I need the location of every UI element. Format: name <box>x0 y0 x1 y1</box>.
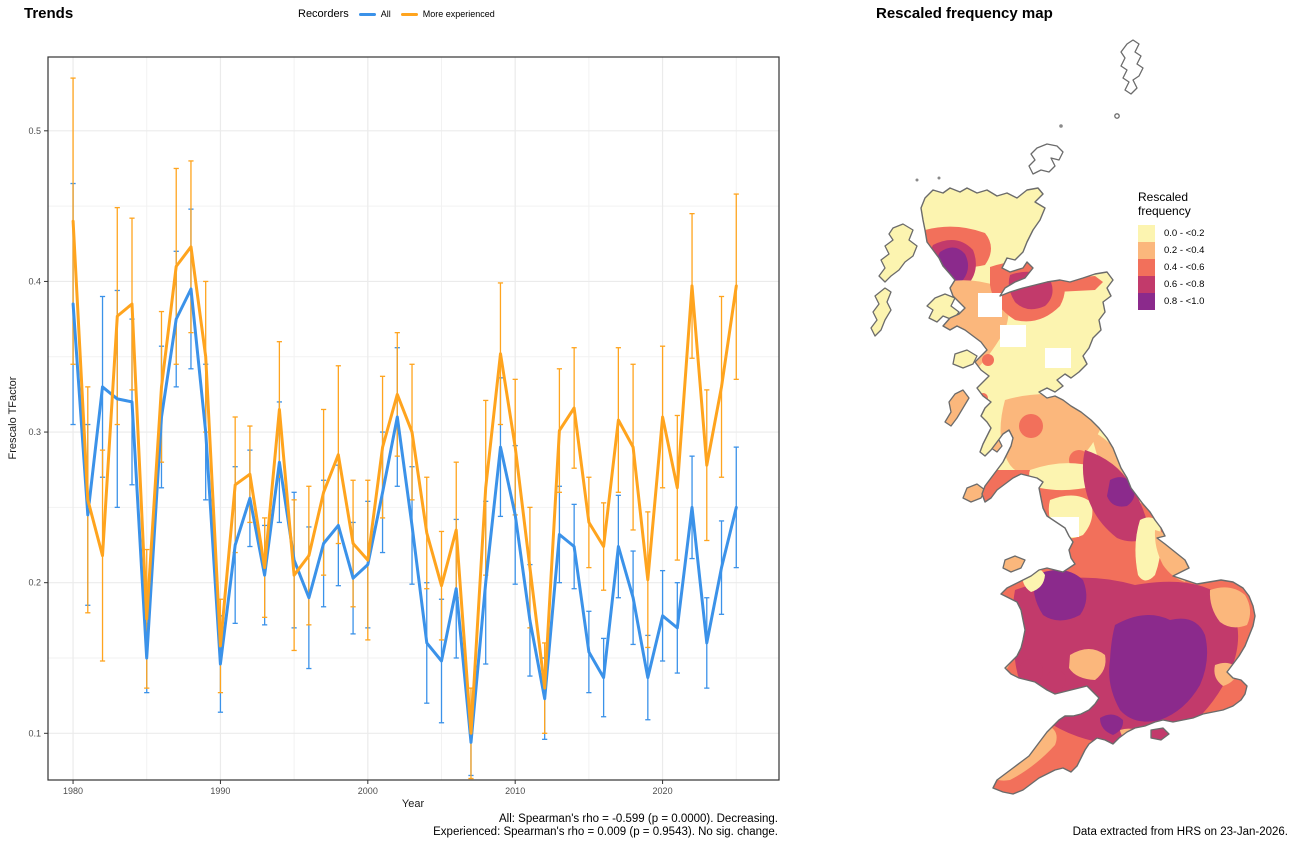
trend-chart-title: Trends <box>24 5 74 22</box>
islands <box>870 39 1170 741</box>
legend-key-line-icon <box>358 12 376 16</box>
skye <box>926 293 960 323</box>
fair-isle <box>1114 113 1120 119</box>
map-legend-row: 0.8 - <1.0 <box>1138 293 1204 310</box>
svg-text:0.2: 0.2 <box>28 578 41 588</box>
legend-key-line-icon <box>400 12 418 16</box>
isle-of-wight <box>1150 727 1170 741</box>
uist-chain <box>870 287 892 337</box>
uk-frequency-map <box>870 39 1256 795</box>
recorders-legend-title: Recorders <box>298 8 349 20</box>
trend-chart-svg: 0.1 0.2 0.3 0.4 0.5 1980 1990 2000 2010 2020 <box>28 56 780 796</box>
svg-text:0.5: 0.5 <box>28 126 41 136</box>
legend-item-label: All <box>380 9 391 19</box>
map-legend-title: Rescaled frequency <box>1138 190 1191 218</box>
legend-swatch-icon <box>1138 225 1155 242</box>
orkney <box>1028 143 1064 175</box>
svg-text:2000: 2000 <box>358 786 378 796</box>
islay-jura <box>944 389 970 427</box>
map-caption: Data extracted from HRS on 23-Jan-2026. <box>1072 826 1288 838</box>
legend-swatch-icon <box>1138 259 1155 276</box>
legend-swatch-icon <box>1138 293 1155 310</box>
svg-text:1990: 1990 <box>210 786 230 796</box>
svg-text:0.4: 0.4 <box>28 276 41 286</box>
legend-item: All <box>358 9 391 19</box>
shetland <box>1120 39 1144 95</box>
small-isle-dot-2 <box>937 176 941 180</box>
svg-text:0.3: 0.3 <box>28 427 41 437</box>
map-legend-row: 0.0 - <0.2 <box>1138 225 1204 242</box>
isle-of-man <box>962 483 986 503</box>
legend-class-label: 0.6 - <0.8 <box>1164 279 1205 290</box>
svg-text:0.1: 0.1 <box>28 728 41 738</box>
legend-class-label: 0.4 - <0.6 <box>1164 262 1205 273</box>
map-legend-row: 0.4 - <0.6 <box>1138 259 1204 276</box>
legend-class-label: 0.8 - <1.0 <box>1164 296 1205 307</box>
small-isle-dot-1 <box>915 178 919 182</box>
legend-class-label: 0.0 - <0.2 <box>1164 228 1205 239</box>
spearman-captions: All: Spearman's rho = -0.599 (p = 0.0000… <box>300 813 778 839</box>
frequency-surface <box>921 188 1255 794</box>
mull <box>952 349 978 369</box>
small-isle-dot-3 <box>1059 124 1063 128</box>
svg-text:2010: 2010 <box>505 786 525 796</box>
map-legend: Rescaled frequency 0.0 - <0.2 0.2 - <0.4… <box>1138 190 1204 310</box>
legend-item: More experienced <box>400 9 495 19</box>
legend-item-label: More experienced <box>422 9 495 19</box>
map-legend-row: 0.6 - <0.8 <box>1138 276 1204 293</box>
caption-all: All: Spearman's rho = -0.599 (p = 0.0000… <box>499 813 778 825</box>
y-axis-title: Frescalo TFactor <box>7 376 19 460</box>
svg-text:1980: 1980 <box>63 786 83 796</box>
x-axis-title: Year <box>401 798 425 810</box>
anglesey <box>1002 555 1026 573</box>
trend-line-chart: 0.1 0.2 0.3 0.4 0.5 1980 1990 2000 2010 2020 <box>28 56 780 796</box>
recorders-legend: Recorders All More experienced <box>298 8 495 20</box>
line-more-experienced <box>71 219 738 735</box>
caption-experienced: Experienced: Spearman's rho = 0.009 (p =… <box>433 826 778 838</box>
map-title: Rescaled frequency map <box>876 5 1053 22</box>
errorbars-more-experienced <box>70 77 739 780</box>
legend-class-label: 0.2 - <0.4 <box>1164 245 1205 256</box>
line-all <box>71 287 738 744</box>
lewis-harris <box>878 223 918 283</box>
legend-swatch-icon <box>1138 276 1155 293</box>
legend-swatch-icon <box>1138 242 1155 259</box>
svg-text:2020: 2020 <box>653 786 673 796</box>
map-legend-row: 0.2 - <0.4 <box>1138 242 1204 259</box>
